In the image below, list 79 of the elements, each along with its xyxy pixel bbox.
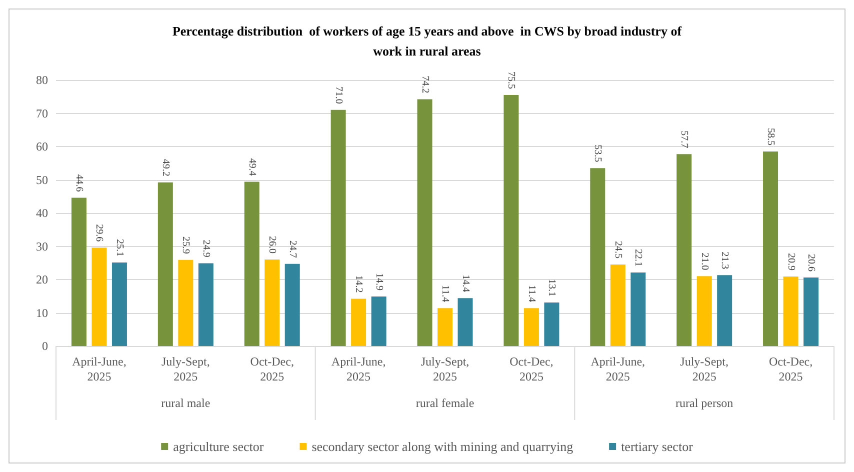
y-tick-label: 0: [42, 339, 48, 353]
bar: [330, 110, 346, 346]
data-label: 25.9: [180, 236, 192, 254]
data-label: 20.6: [806, 254, 817, 272]
x-tick-label: July-Sept, 2025: [420, 354, 470, 384]
bar: [92, 248, 107, 346]
legend-label: tertiary sector: [621, 439, 694, 454]
legend-label: secondary sector along with mining and quarrying: [312, 439, 574, 454]
bar: [630, 272, 646, 346]
text: rural person: [676, 396, 734, 410]
text: rural male: [161, 396, 210, 410]
bar: [804, 278, 819, 346]
x-tick-label: Oct-Dec, 2025: [250, 354, 294, 384]
data-label: 14.4: [460, 274, 471, 292]
bar: [112, 262, 127, 346]
bar: [284, 264, 300, 346]
bar: [158, 182, 173, 346]
bar: [504, 94, 519, 346]
bar: [438, 308, 452, 346]
x-tick-label: April-June, 2025: [590, 354, 646, 384]
y-tick-label: 60: [36, 140, 48, 154]
y-tick-label: 10: [36, 306, 48, 320]
y-tick-label: 30: [36, 239, 48, 254]
data-label: 58.5: [765, 128, 776, 146]
x-tick-label: April-June, 2025: [72, 354, 126, 384]
bar: [264, 260, 280, 346]
y-tick-label: 80: [36, 73, 48, 87]
bar: [351, 298, 366, 346]
data-label: 49.4: [246, 158, 258, 176]
legend-label: agriculture sector: [173, 439, 264, 454]
data-label: 53.5: [592, 144, 604, 162]
y-tick-label: 70: [36, 106, 48, 120]
data-label: 13.1: [546, 278, 558, 296]
y-tick-label: 50: [36, 172, 48, 187]
data-label: 24.5: [612, 241, 624, 259]
text: rural female: [416, 396, 474, 410]
data-label: 20.9: [785, 253, 796, 271]
bar: [458, 298, 473, 346]
data-label: 11.4: [526, 284, 537, 302]
bar: [676, 154, 692, 346]
bar: [783, 276, 798, 346]
data-label: 29.6: [94, 224, 105, 242]
data-label: 26.0: [266, 236, 278, 254]
bar: [590, 168, 606, 346]
data-label: 57.7: [678, 130, 690, 148]
data-label: 49.2: [160, 158, 171, 176]
chart-title: Percentage distribution of workers of age 15 years and above in CWS by broad industry of work in rural areas: [172, 24, 682, 58]
data-label: 21.0: [698, 252, 710, 270]
y-tick-label: 20: [36, 272, 48, 286]
bar: [198, 263, 214, 346]
data-label: 14.2: [353, 275, 364, 293]
data-label: 74.2: [419, 76, 430, 94]
data-label: 24.9: [200, 240, 212, 258]
x-tick-label: April-June, 2025: [331, 354, 386, 384]
bar: [763, 151, 778, 346]
data-label: 11.4: [440, 284, 450, 302]
data-label: 71.0: [332, 86, 344, 104]
x-tick-label: July-Sept, 2025: [680, 354, 729, 384]
x-tick-label: July-Sept, 2025: [161, 354, 210, 384]
data-label: 44.6: [73, 174, 84, 192]
data-label: 14.9: [373, 272, 384, 290]
bar: [696, 276, 712, 346]
bar: [71, 198, 86, 346]
bar: [524, 308, 539, 346]
bar: [371, 296, 386, 346]
x-tick-label: Oct-Dec, 2025: [768, 354, 813, 384]
bar: [244, 182, 260, 346]
data-label: 22.1: [632, 249, 644, 267]
bar: [544, 302, 560, 346]
data-label: 21.3: [719, 252, 730, 270]
y-tick-label: 40: [36, 206, 48, 220]
bar: [178, 260, 194, 346]
bar: [417, 99, 432, 346]
x-tick-label: Oct-Dec, 2025: [510, 354, 554, 384]
bar: [610, 264, 626, 346]
bar: [717, 275, 732, 346]
data-label: 24.7: [286, 240, 298, 258]
data-label: 25.1: [114, 239, 125, 257]
data-label: 75.5: [506, 71, 517, 89]
